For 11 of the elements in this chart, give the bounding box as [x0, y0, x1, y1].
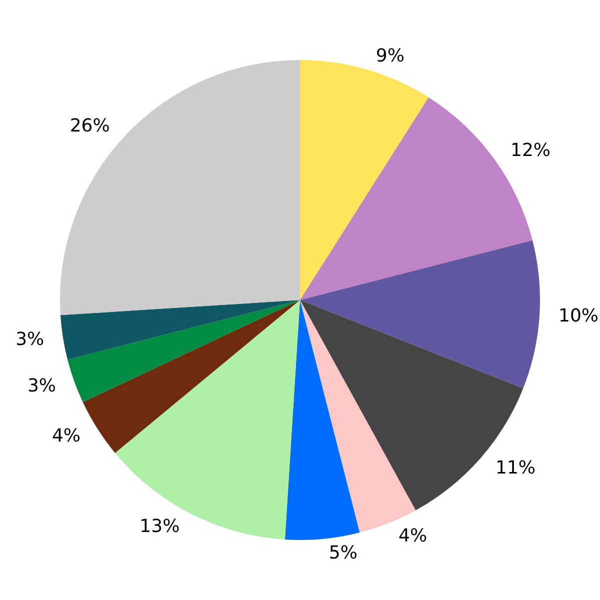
data-label: 11% — [496, 457, 536, 478]
data-label: 9% — [376, 46, 404, 67]
data-label: 3% — [27, 376, 56, 397]
data-label: 12% — [510, 140, 551, 162]
data-label: 4% — [398, 526, 428, 547]
data-label: 5% — [328, 542, 358, 564]
data-label: 10% — [558, 305, 599, 326]
data-label: 4% — [52, 426, 81, 447]
data-label: 26% — [70, 116, 110, 137]
data-label: 13% — [140, 516, 180, 537]
data-label: 3% — [16, 329, 44, 350]
